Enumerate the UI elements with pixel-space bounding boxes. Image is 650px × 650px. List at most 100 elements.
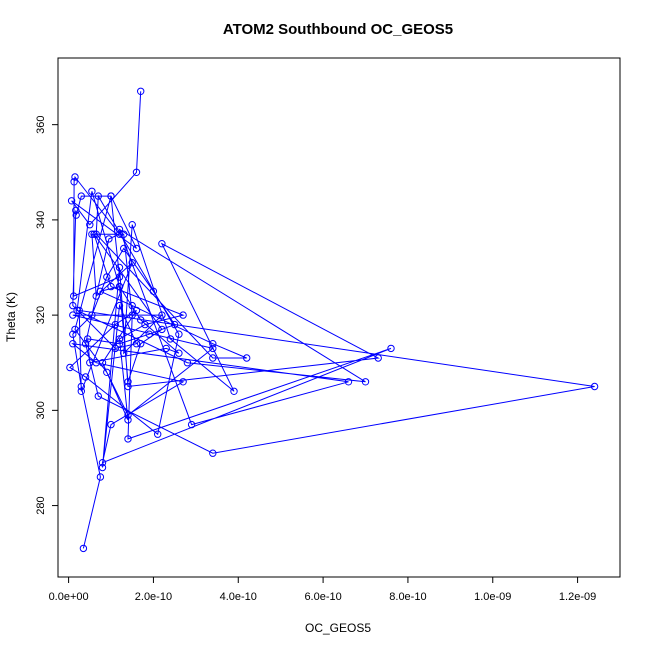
data-point <box>92 292 100 300</box>
data-point <box>179 378 187 386</box>
data-point <box>73 306 81 315</box>
data-point <box>86 221 94 229</box>
data-point <box>81 373 90 381</box>
data-point <box>149 287 158 295</box>
y-tick-label: 340 <box>35 211 47 229</box>
x-tick-label: 2.0e-10 <box>135 591 172 603</box>
data-point <box>124 378 132 386</box>
data-point <box>98 459 107 467</box>
x-tick-label: 4.0e-10 <box>220 591 257 603</box>
data-point <box>132 306 141 315</box>
data-point <box>132 244 141 253</box>
y-axis-title: Theta (K) <box>4 292 18 342</box>
data-point <box>120 244 128 253</box>
data-point <box>132 168 141 177</box>
data-point <box>72 206 80 215</box>
data-point <box>361 378 370 386</box>
data-point <box>69 340 77 348</box>
data-point <box>66 363 74 372</box>
data-point <box>124 382 132 391</box>
data-point <box>92 359 100 367</box>
data-point <box>115 301 124 310</box>
data-point <box>132 340 141 348</box>
data-point <box>90 230 98 238</box>
y-tick-label: 320 <box>35 306 47 324</box>
x-tick-label: 0.0e+00 <box>49 591 89 603</box>
data-point <box>120 230 128 238</box>
data-point <box>111 320 120 329</box>
data-point <box>137 87 145 96</box>
data-point <box>209 340 217 348</box>
data-point <box>88 187 96 196</box>
data-point <box>72 211 80 219</box>
data-point <box>75 306 83 315</box>
data-point <box>158 325 166 334</box>
data-point <box>124 411 132 419</box>
data-point <box>115 282 124 291</box>
data-point <box>162 344 170 353</box>
data-point <box>175 330 183 338</box>
data-point <box>88 230 96 238</box>
data-point <box>79 544 88 553</box>
chart-title: ATOM2 Southbound OC_GEOS5 <box>223 21 453 38</box>
data-point <box>105 235 113 243</box>
data-point <box>124 435 132 443</box>
x-tick-label: 1.2e-09 <box>559 591 596 603</box>
data-point <box>67 197 76 205</box>
series-line <box>69 91 595 549</box>
data-point <box>70 292 78 300</box>
y-tick-label: 300 <box>35 401 47 419</box>
x-axis-title: OC_GEOS5 <box>305 621 371 635</box>
data-point <box>124 416 132 424</box>
data-point <box>92 230 100 238</box>
data-point <box>107 192 115 200</box>
x-tick-label: 1.0e-09 <box>474 591 511 603</box>
data-point <box>107 420 115 429</box>
y-tick-label: 360 <box>35 115 47 133</box>
data-point <box>115 225 124 234</box>
y-tick-label: 280 <box>35 496 47 514</box>
data-point <box>111 344 120 353</box>
data-point <box>158 240 166 248</box>
data-point <box>94 392 103 400</box>
data-point <box>94 192 103 200</box>
data-point <box>137 340 145 348</box>
data-point <box>175 349 183 357</box>
y-axis: 280 300 320 340 360 <box>35 115 59 515</box>
data-point <box>209 344 217 353</box>
data-point <box>69 301 77 310</box>
data-point <box>115 230 124 238</box>
data-point <box>71 325 79 334</box>
series-layer <box>66 87 599 553</box>
x-tick-label: 6.0e-10 <box>304 591 341 603</box>
data-point <box>154 430 162 438</box>
data-point <box>374 354 382 362</box>
data-point <box>128 301 136 310</box>
data-point <box>103 273 111 281</box>
x-tick-label: 8.0e-10 <box>389 591 426 603</box>
data-point <box>166 335 175 343</box>
data-point <box>209 354 217 362</box>
data-point <box>81 340 90 348</box>
data-point <box>115 263 124 272</box>
data-point <box>141 320 149 329</box>
data-point <box>128 259 136 267</box>
data-point <box>103 368 111 376</box>
data-point <box>70 178 78 186</box>
data-point <box>179 311 187 319</box>
data-point <box>77 192 86 200</box>
data-point <box>120 349 128 357</box>
data-point <box>170 320 179 329</box>
data-point <box>115 273 124 281</box>
data-point <box>69 311 77 319</box>
data-point <box>71 173 79 181</box>
data-point <box>115 340 124 348</box>
data-point <box>137 316 145 324</box>
data-point <box>84 335 92 343</box>
data-point <box>77 382 86 391</box>
data-point <box>183 359 192 367</box>
data-point <box>209 449 217 457</box>
data-point <box>128 221 136 229</box>
data-point <box>187 420 196 429</box>
